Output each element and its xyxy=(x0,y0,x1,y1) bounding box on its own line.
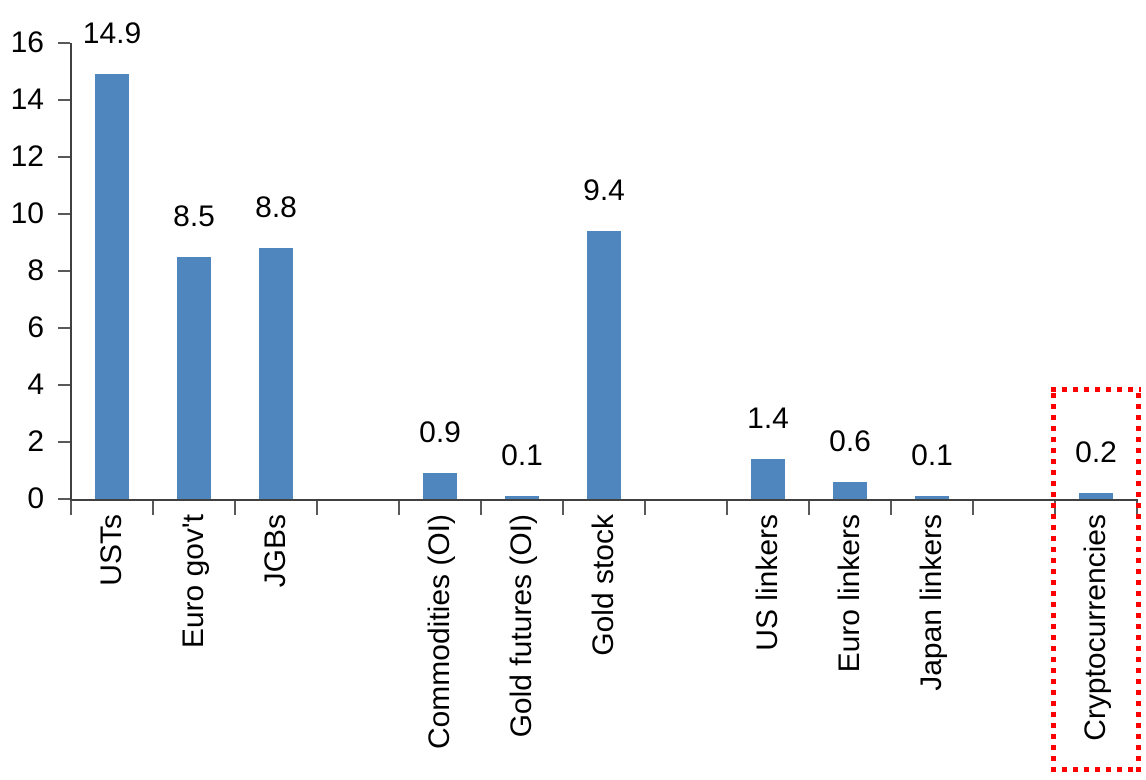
y-axis-tick-label: 6 xyxy=(27,311,44,344)
category-label: JGBs xyxy=(259,514,292,588)
bar xyxy=(259,248,293,499)
category-label: Japan linkers xyxy=(915,514,948,691)
x-axis-tick xyxy=(398,501,400,515)
bar-value-label: 9.4 xyxy=(583,174,625,208)
y-axis-tick xyxy=(58,498,70,500)
bar-value-label: 0.1 xyxy=(911,439,953,473)
bar-value-label: 8.8 xyxy=(255,191,297,225)
category-label: Commodities (OI) xyxy=(423,514,456,750)
y-axis-tick-label: 12 xyxy=(10,140,44,173)
y-axis-tick-label: 8 xyxy=(27,254,44,287)
bar xyxy=(751,459,785,499)
bar-value-label: 8.5 xyxy=(173,199,215,233)
y-axis-tick xyxy=(58,441,70,443)
bar-value-label: 0.6 xyxy=(829,424,871,458)
y-axis-tick-label: 2 xyxy=(27,425,44,458)
y-axis-tick xyxy=(58,42,70,44)
bar-value-label: 14.9 xyxy=(82,17,142,51)
bar xyxy=(505,496,539,499)
y-axis-tick-label: 14 xyxy=(10,83,44,116)
x-axis-tick xyxy=(234,501,236,515)
y-axis-tick xyxy=(58,270,70,272)
y-axis-tick-label: 4 xyxy=(27,368,44,401)
category-label: US linkers xyxy=(751,514,784,651)
bar xyxy=(95,74,129,499)
bar xyxy=(423,473,457,499)
bar xyxy=(833,481,867,499)
x-axis-tick xyxy=(808,501,810,515)
x-axis-tick xyxy=(644,501,646,515)
x-axis-tick xyxy=(480,501,482,515)
category-label: USTs xyxy=(95,514,128,586)
y-axis-tick xyxy=(58,384,70,386)
category-label: Euro linkers xyxy=(833,514,866,673)
highlight-box xyxy=(1051,387,1141,772)
bar-value-label: 1.4 xyxy=(747,402,789,436)
y-axis-tick-label: 16 xyxy=(10,26,44,59)
bar xyxy=(587,231,621,499)
x-axis-tick xyxy=(562,501,564,515)
bar xyxy=(915,496,949,499)
y-axis-tick-label: 0 xyxy=(27,482,44,515)
category-label: Gold futures (OI) xyxy=(505,514,538,738)
y-axis-tick xyxy=(58,99,70,101)
x-axis-tick xyxy=(726,501,728,515)
x-axis-tick xyxy=(890,501,892,515)
category-label: Euro gov't xyxy=(177,514,210,649)
x-axis-tick xyxy=(70,501,72,515)
y-axis-line xyxy=(70,43,72,515)
x-axis-tick xyxy=(972,501,974,515)
y-axis-tick xyxy=(58,213,70,215)
x-axis-tick xyxy=(152,501,154,515)
x-axis-tick xyxy=(316,501,318,515)
bar-value-label: 0.9 xyxy=(419,416,461,450)
x-axis-line xyxy=(70,499,1138,501)
category-label: Gold stock xyxy=(587,514,620,656)
bar xyxy=(177,256,211,499)
y-axis-tick xyxy=(58,156,70,158)
y-axis-tick-label: 10 xyxy=(10,197,44,230)
y-axis-tick xyxy=(58,327,70,329)
bar-value-label: 0.1 xyxy=(501,439,543,473)
